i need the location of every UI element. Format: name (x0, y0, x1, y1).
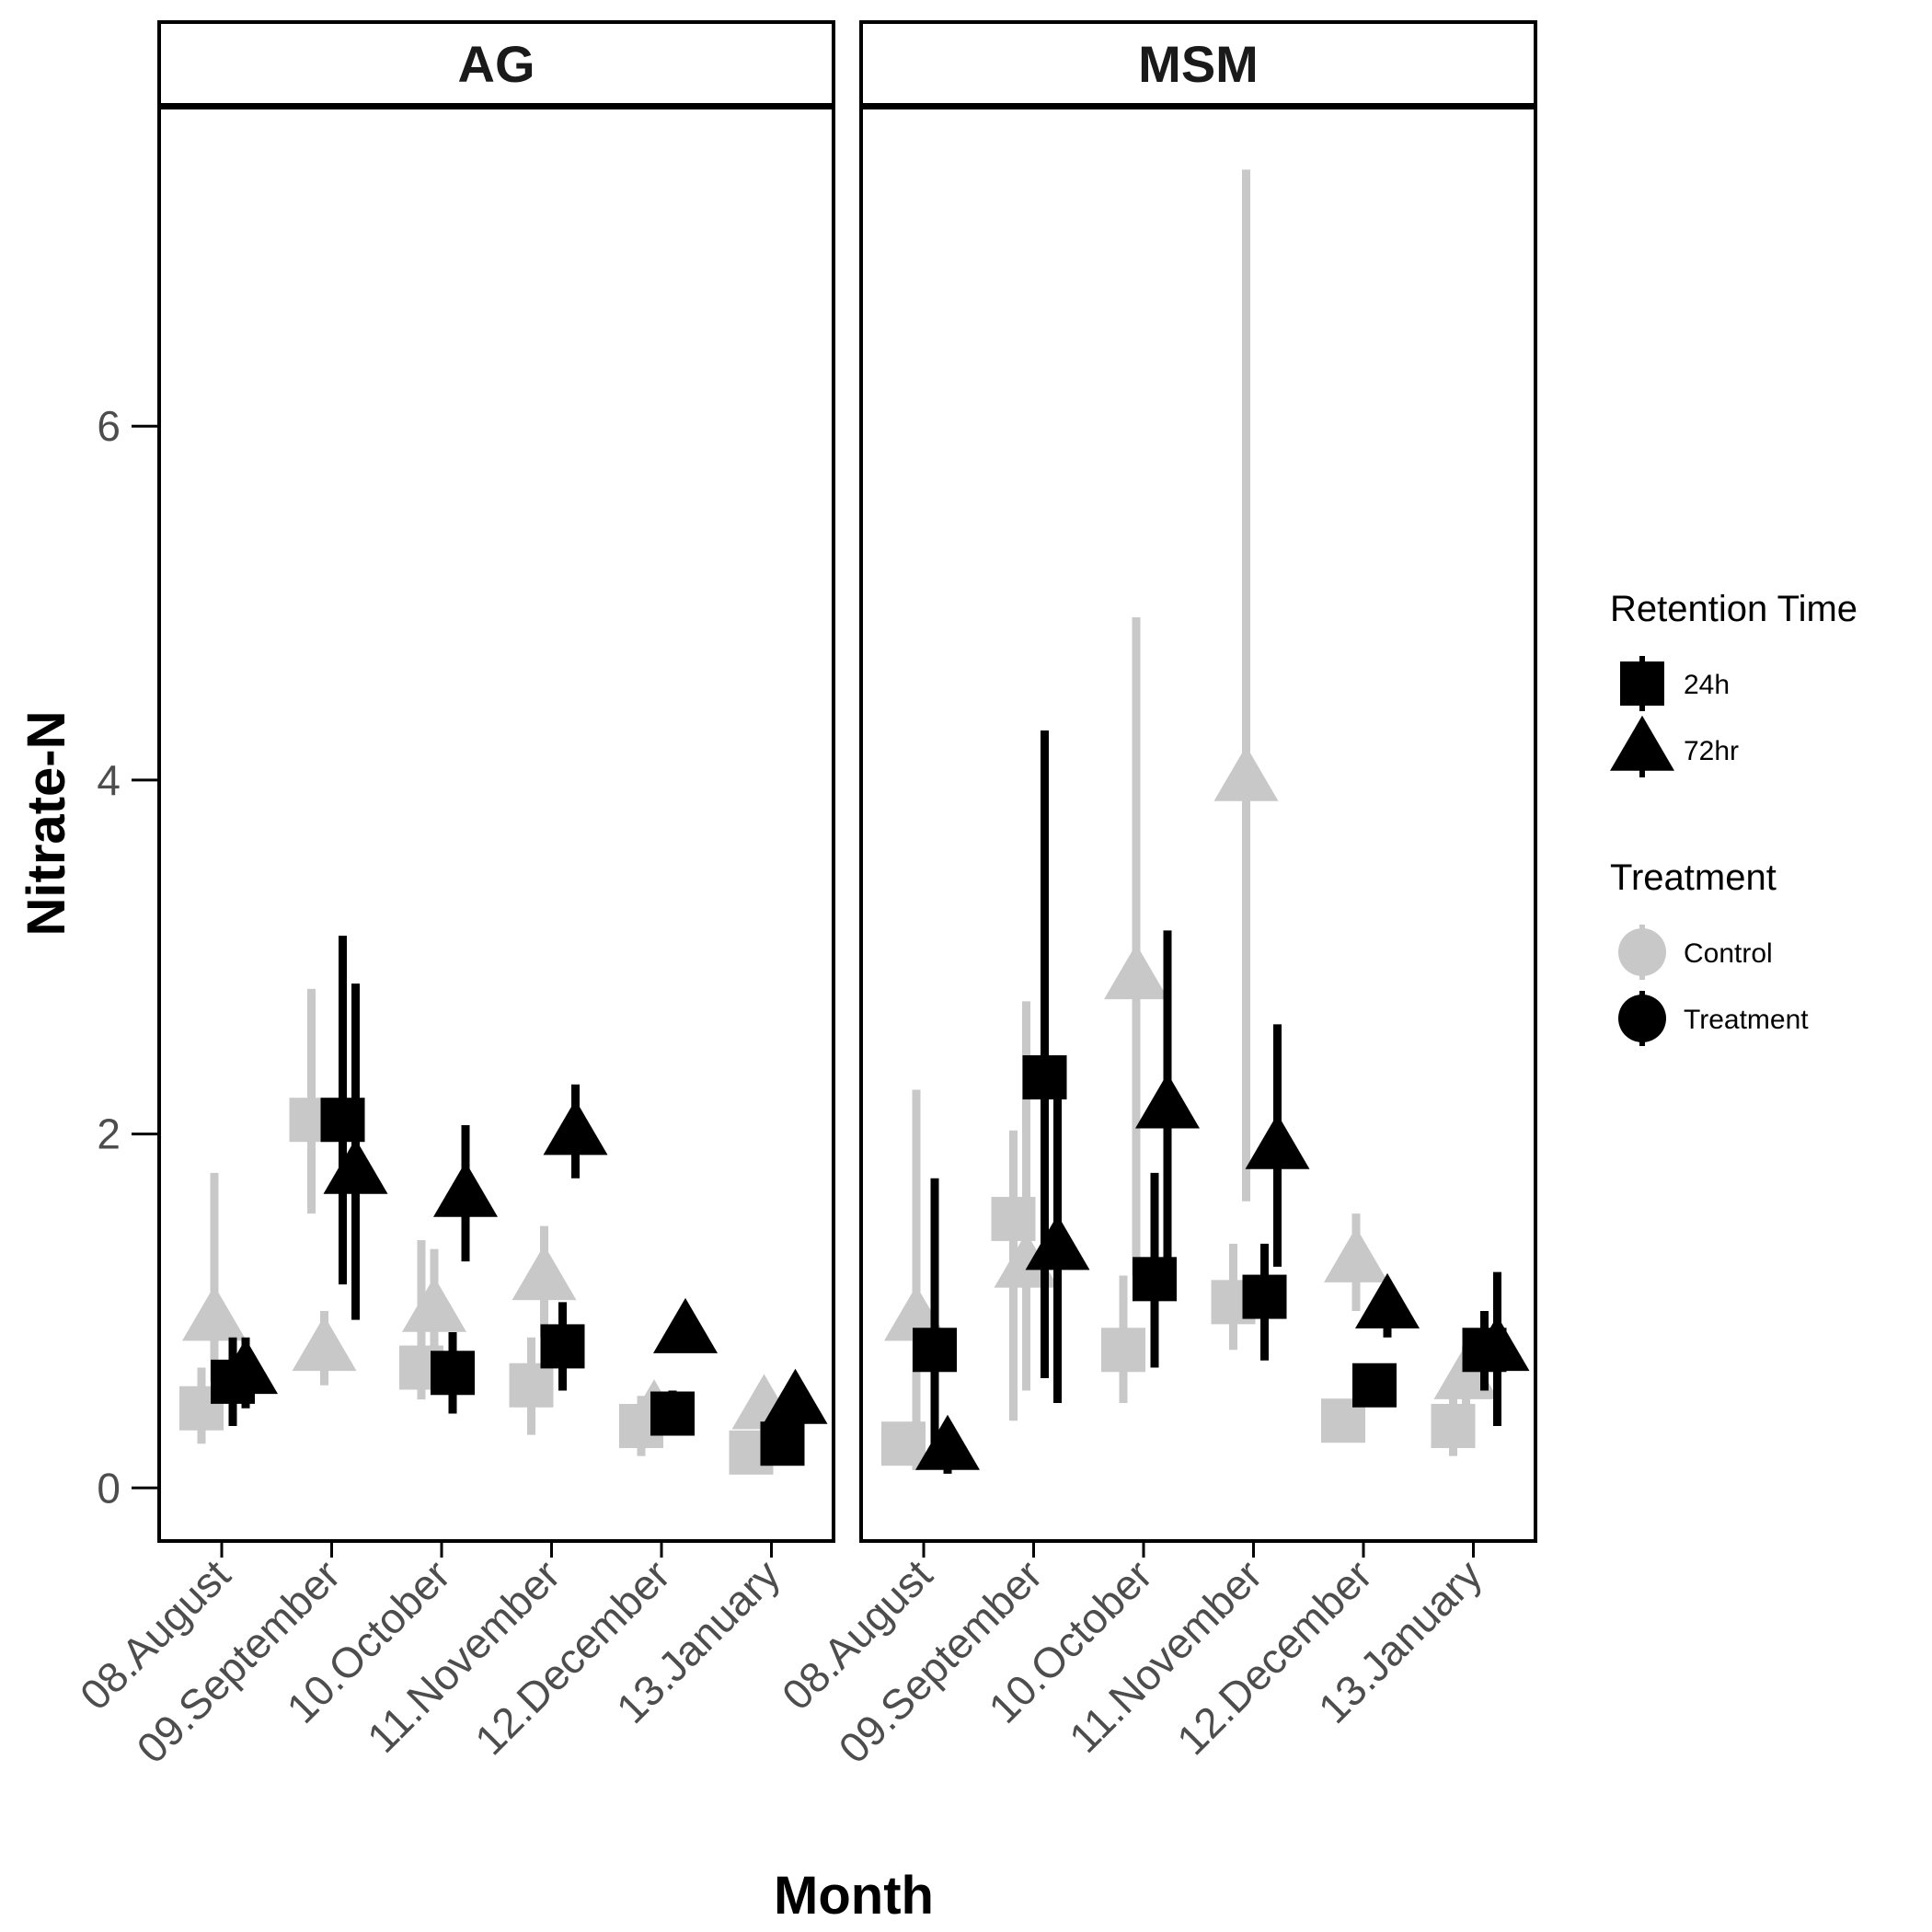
data-point (213, 1339, 278, 1395)
data-point (915, 1414, 980, 1470)
legend: Retention Time 24h 72hr Treatment Control Tre… (1610, 589, 1857, 1046)
facet-strip (157, 20, 835, 107)
data-point (650, 1391, 695, 1436)
series-treatment-24h (211, 936, 805, 1466)
x-tick-label: 12.December (466, 1550, 679, 1764)
data-point (431, 1351, 475, 1396)
legend-key-circle (1618, 928, 1666, 976)
data-point (653, 1297, 718, 1353)
legend-title: Retention Time (1610, 589, 1857, 629)
panels: AG024608.August09.September10.October11.… (71, 20, 1537, 1772)
x-tick-label: 11.November (1060, 1550, 1271, 1762)
x-tick-label: 11.November (358, 1550, 569, 1762)
facet-strip (859, 20, 1537, 107)
y-tick-label: 2 (97, 1110, 121, 1158)
data-point (760, 1421, 805, 1466)
legend-key-triangle (1610, 715, 1674, 771)
legend-item: Treatment (1618, 991, 1809, 1046)
legend-key-circle (1618, 995, 1666, 1042)
data-point (1352, 1363, 1397, 1408)
facet-strip-label: AG (458, 35, 535, 93)
legend-item: 24h (1620, 656, 1730, 711)
y-axis-title: Nitrate-N (17, 711, 76, 937)
data-point (402, 1276, 466, 1332)
legend-label: Control (1684, 938, 1773, 969)
legend-label: 72hr (1684, 736, 1739, 766)
data-point (1324, 1226, 1388, 1282)
x-axis-title: Month (774, 1866, 934, 1926)
data-point (433, 1161, 498, 1217)
data-point (763, 1368, 828, 1424)
series-treatment-72hr (915, 930, 1530, 1474)
series-treatment-72hr (213, 983, 828, 1424)
series-control-72hr (884, 169, 1499, 1471)
y-tick-label: 4 (97, 756, 121, 804)
data-point (509, 1363, 554, 1408)
plot-border (859, 106, 1537, 1543)
legend-label: Treatment (1684, 1005, 1809, 1035)
plot-border (157, 106, 835, 1543)
data-point (1355, 1272, 1420, 1328)
data-point (1242, 1274, 1287, 1319)
panel-ag: AG024608.August09.September10.October11.… (71, 20, 835, 1772)
data-point (913, 1328, 957, 1373)
data-point (182, 1285, 247, 1341)
y-tick-label: 6 (97, 402, 121, 450)
data-point (1025, 1214, 1090, 1271)
data-point (1431, 1403, 1476, 1448)
series-control-24h (881, 1130, 1476, 1466)
data-point (543, 1099, 608, 1156)
data-point (1465, 1316, 1530, 1372)
data-point (292, 1316, 357, 1372)
data-point (991, 1196, 1036, 1241)
data-point (1104, 944, 1168, 1000)
data-point (1213, 745, 1279, 801)
data-point (881, 1421, 926, 1466)
legend-label: 24h (1684, 670, 1730, 700)
x-tick-label: 12.December (1167, 1550, 1381, 1764)
legend-item: 72hr (1610, 715, 1739, 777)
data-point (1101, 1328, 1145, 1373)
series-treatment-24h (913, 730, 1507, 1467)
legend-title: Treatment (1610, 857, 1777, 898)
legend-key-square (1620, 661, 1664, 706)
panel-msm: MSM08.August09.September10.October11.Nov… (773, 20, 1537, 1772)
facet-strip-label: MSM (1138, 35, 1259, 93)
data-point (512, 1245, 577, 1301)
data-point (540, 1324, 585, 1369)
data-point (1135, 1073, 1200, 1129)
y-tick-label: 0 (97, 1464, 121, 1512)
legend-item: Control (1618, 925, 1773, 980)
data-point (1245, 1113, 1310, 1169)
data-point (323, 1138, 388, 1194)
